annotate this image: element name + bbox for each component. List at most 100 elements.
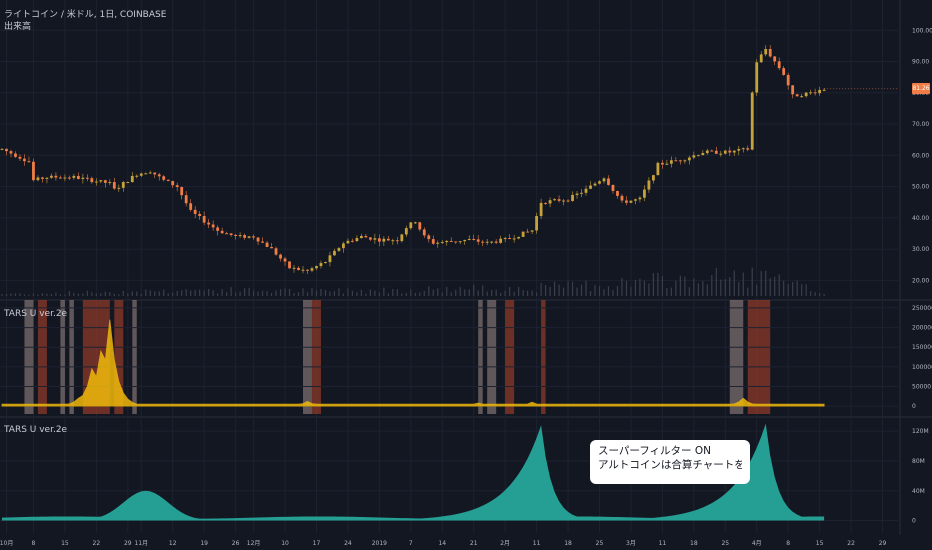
y-tick-label: 250000 <box>912 305 932 312</box>
candle-body <box>535 216 539 231</box>
volume-bar <box>68 291 70 296</box>
y-tick-label: 100000 <box>912 364 932 371</box>
candle-body <box>719 153 723 155</box>
volume-bar <box>91 292 93 296</box>
signal-band-grey <box>487 300 497 414</box>
volume-bar <box>140 293 142 296</box>
volume-bar <box>131 291 133 296</box>
volume-bar <box>616 286 619 296</box>
x-tick-label: 11 <box>533 540 541 547</box>
candle-body <box>292 267 296 269</box>
y-tick-label: 40.00 <box>912 215 929 222</box>
volume-bar <box>787 284 789 296</box>
candle-body <box>27 161 31 163</box>
volume-bar <box>279 289 282 296</box>
volume-bar <box>760 270 762 296</box>
candle-body <box>620 195 624 201</box>
candle-body <box>413 222 417 224</box>
candle-body <box>813 92 817 94</box>
volume-bar <box>37 294 39 296</box>
volume-bar <box>805 284 807 296</box>
candle-body <box>562 200 565 202</box>
candle-body <box>440 242 444 244</box>
candle-body <box>157 174 161 177</box>
volume-bar <box>544 285 547 296</box>
candle-body <box>148 172 152 174</box>
volume-bar <box>513 291 515 296</box>
annotation-box: スーパーフィルター ON アルトコインは合算チャートを参照する ON <box>590 440 750 484</box>
candle-body <box>710 150 714 152</box>
candle-body <box>229 233 233 235</box>
volume-bar <box>419 292 421 296</box>
volume-bar <box>1 294 3 296</box>
volume-bar <box>77 293 79 296</box>
volume-bar <box>396 289 398 296</box>
candle-body <box>130 175 134 183</box>
candle-body <box>566 200 570 202</box>
volume-bar <box>684 276 686 296</box>
candle-body <box>512 238 516 240</box>
volume-bar <box>666 288 668 296</box>
volume-bar <box>190 290 192 296</box>
y-tick-label: 50000 <box>912 384 931 391</box>
candle-body <box>557 199 561 201</box>
candle-body <box>368 237 372 240</box>
candle-body <box>669 160 673 164</box>
signal-band-grey <box>302 300 312 414</box>
y-tick-label: 30.00 <box>912 246 929 253</box>
candle-body <box>521 231 525 237</box>
volume-bar <box>468 289 470 296</box>
volume-bar <box>625 280 628 296</box>
y-tick-label: 100.00 <box>912 27 932 34</box>
candle-body <box>629 200 633 203</box>
candle-body <box>741 148 745 150</box>
volume-bar <box>729 277 731 296</box>
candle-body <box>198 213 202 217</box>
candle-body <box>243 235 246 238</box>
candle-body <box>351 240 354 242</box>
oscillator-area <box>1 319 825 407</box>
candle-body <box>427 235 431 240</box>
volume-bar <box>580 284 583 296</box>
candle-body <box>193 209 197 214</box>
volume-bar <box>64 294 66 296</box>
candle-body <box>611 184 615 191</box>
volume-bar <box>167 293 169 296</box>
y-tick-label: 40M <box>912 488 925 495</box>
volume-bar <box>154 291 156 296</box>
candle-body <box>593 183 597 186</box>
volume-bar <box>284 288 286 296</box>
y-tick-label: 120M <box>912 428 929 435</box>
candle-body <box>108 182 112 184</box>
volume-bar <box>464 289 466 296</box>
candle-body <box>153 172 157 175</box>
volume-bar <box>558 284 560 296</box>
x-tick-label: 15 <box>816 540 824 547</box>
volume-bar <box>504 290 506 296</box>
volume-bar <box>801 284 803 296</box>
candle-body <box>261 241 264 243</box>
volume-bar <box>127 293 129 296</box>
volume-bar <box>711 275 713 296</box>
candle-body <box>517 236 521 239</box>
candle-body <box>732 150 736 153</box>
candle-body <box>14 153 17 157</box>
candle-body <box>216 227 220 231</box>
volume-bar <box>405 293 407 296</box>
y-tick-label: 80M <box>912 458 925 465</box>
volume-bar <box>594 285 596 296</box>
volume-bar <box>527 290 529 296</box>
volume-bar <box>634 280 637 296</box>
candle-body <box>103 180 107 183</box>
volume-bar <box>675 280 677 296</box>
volume-bar <box>149 290 151 296</box>
volume-bar <box>783 280 785 296</box>
volume-bar <box>383 287 385 296</box>
volume-bar <box>643 280 646 296</box>
candle-body <box>526 231 530 233</box>
candle-body <box>499 238 503 243</box>
volume-bar <box>243 288 246 296</box>
volume-bar <box>414 292 416 296</box>
y-tick-label: 200000 <box>912 325 932 332</box>
candle-body <box>687 157 691 161</box>
